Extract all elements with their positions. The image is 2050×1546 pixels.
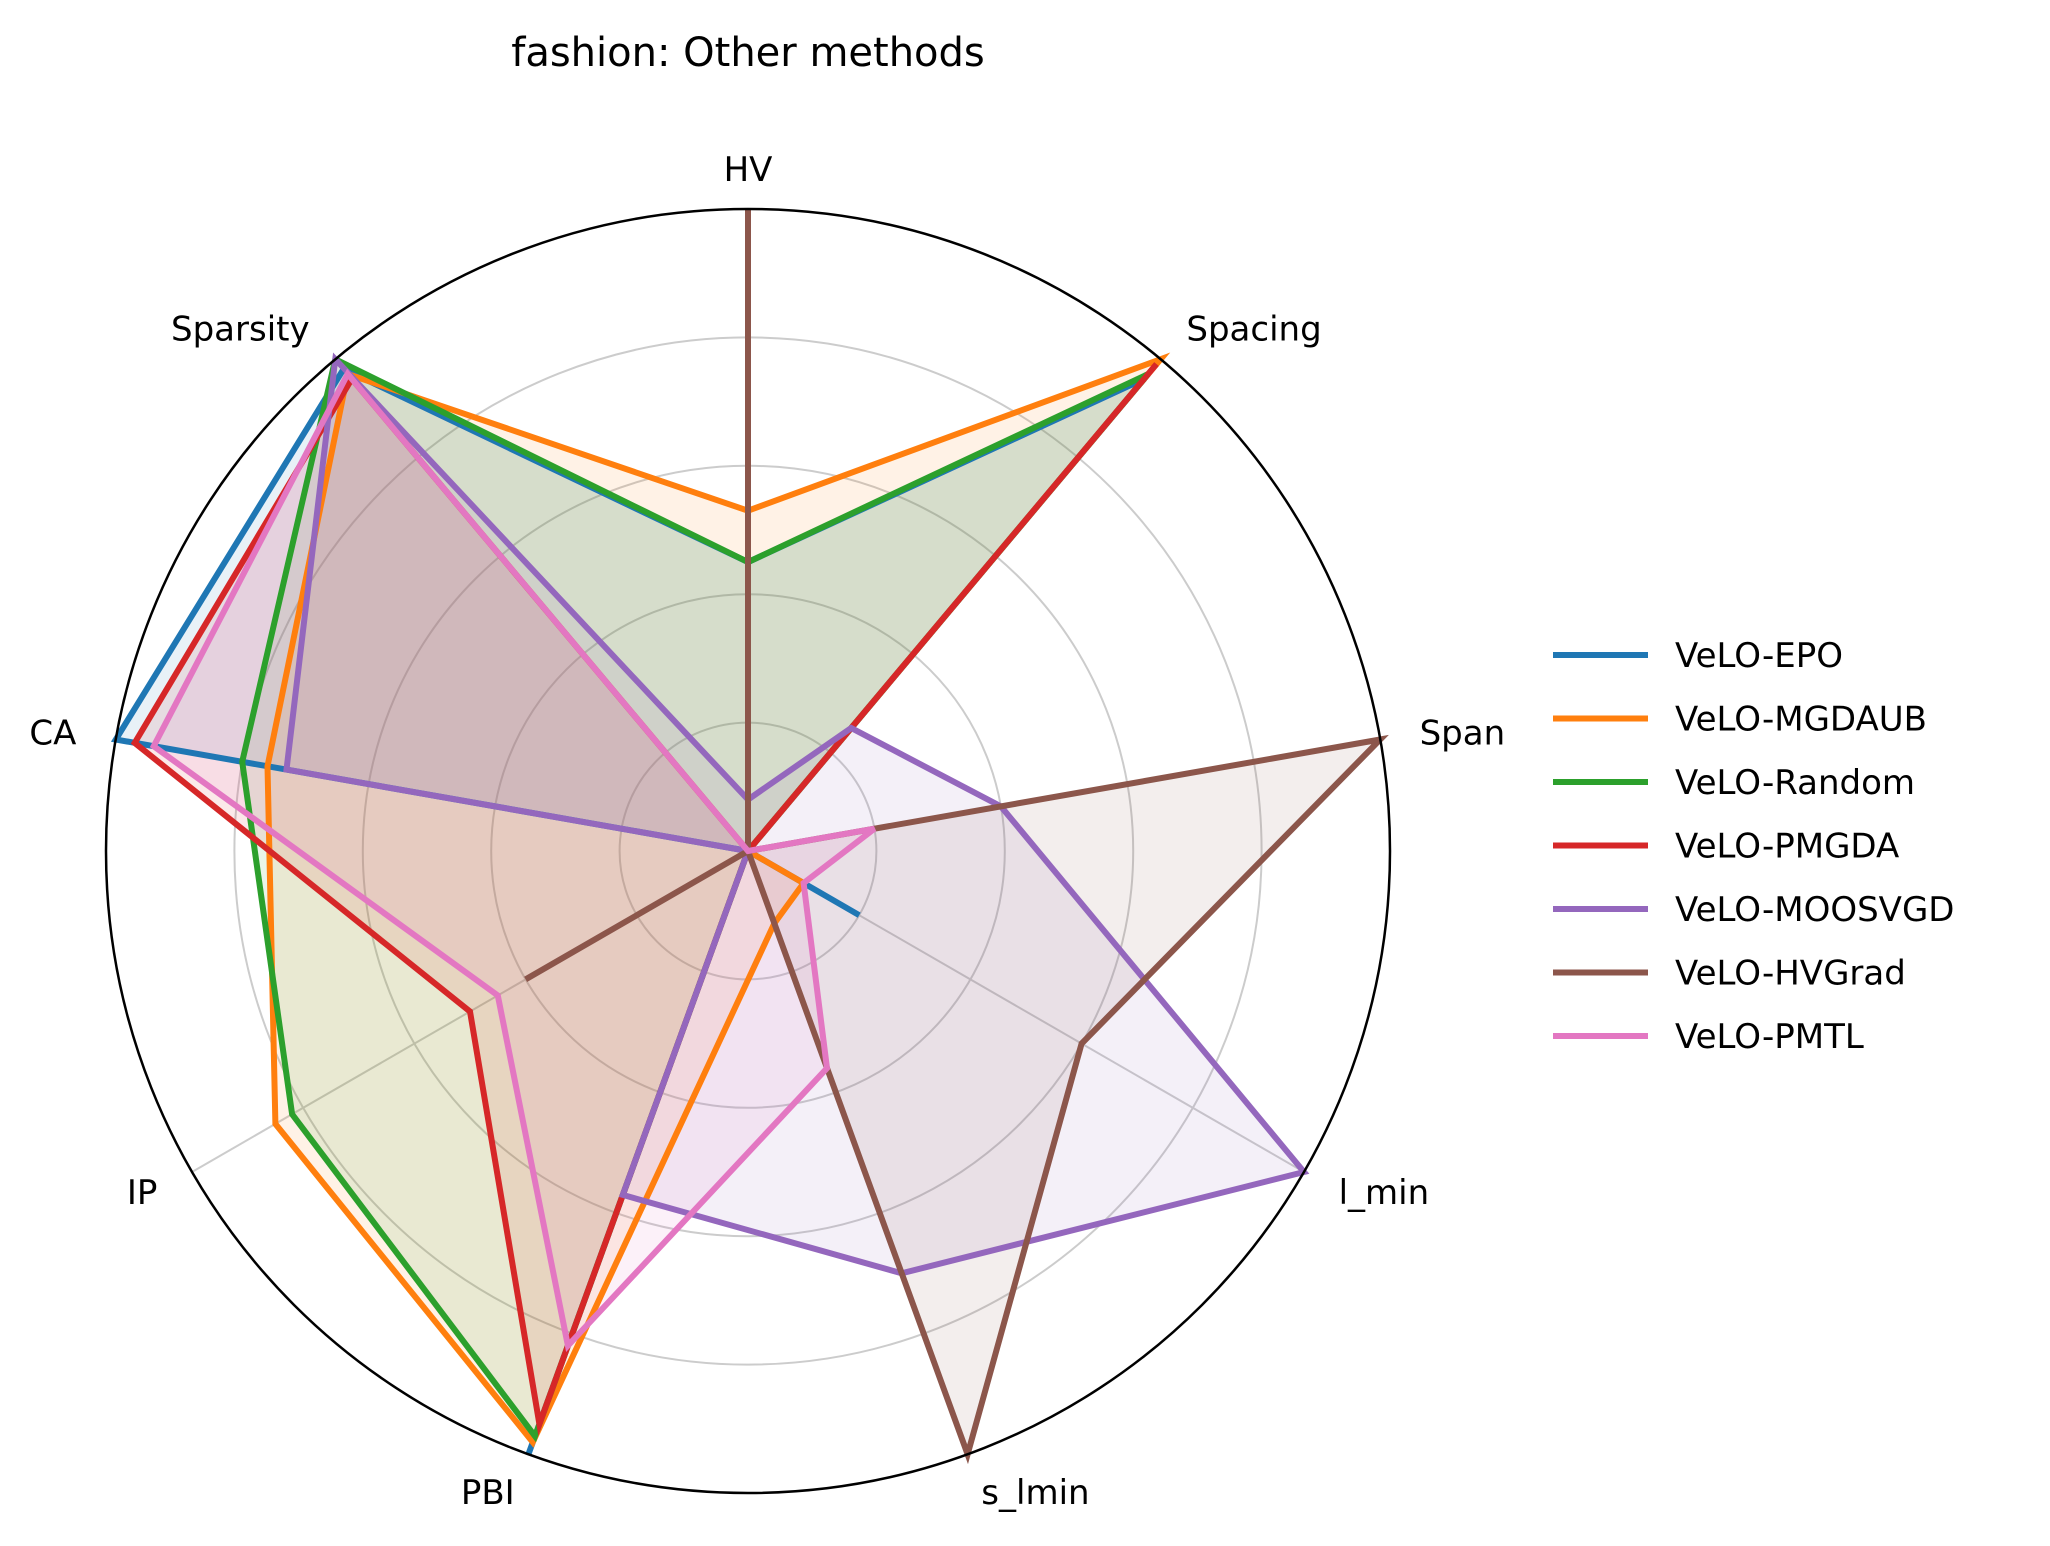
series-fill-velo-epo — [115, 369, 1145, 1455]
axis-labels: HV Spacing Span l_min s_lmin PBI IP CA Sparsity — [29, 150, 1505, 1513]
series-lines — [110, 209, 1389, 1465]
axis-label-s-lmin: s_lmin — [981, 1473, 1089, 1513]
axis-label-spacing: Spacing — [1186, 310, 1321, 350]
legend: VeLO-EPO VeLO-MGDAUB VeLO-Random VeLO-PMGDA… — [1553, 636, 1954, 1057]
legend-label-velo-pmgda: VeLO-PMGDA — [1675, 827, 1899, 867]
legend-label-velo-hvgrad: VeLO-HVGrad — [1675, 954, 1906, 994]
series-fill-velo-random — [242, 359, 1149, 1437]
axis-label-pbi: PBI — [461, 1473, 515, 1513]
axis-label-ca: CA — [29, 714, 76, 754]
series-line-velo-pmtl — [149, 368, 877, 1353]
chart-title: fashion: Other methods — [511, 30, 985, 76]
axis-label-hv: HV — [724, 150, 773, 190]
legend-label-velo-random: VeLO-Random — [1675, 763, 1915, 803]
axis-label-span: Span — [1420, 714, 1506, 754]
legend-label-velo-moosvgd: VeLO-MOOSVGD — [1675, 890, 1954, 930]
legend-label-velo-epo: VeLO-EPO — [1675, 636, 1843, 676]
axis-label-sparsity: Sparsity — [171, 310, 310, 350]
series-fill-velo-mgdaub — [267, 359, 1161, 1443]
axis-label-l-min: l_min — [1339, 1173, 1430, 1213]
series-fill-velo-pmgda — [134, 364, 1157, 1425]
series-fills — [115, 209, 1381, 1455]
series-line-velo-moosvgd — [283, 352, 1310, 1277]
legend-label-velo-mgdaub: VeLO-MGDAUB — [1675, 700, 1927, 740]
legend-label-velo-pmtl: VeLO-PMTL — [1675, 1017, 1864, 1057]
axis-label-ip: IP — [127, 1173, 158, 1213]
series-fill-velo-moosvgd — [286, 359, 1304, 1274]
series-fill-velo-hvgrad — [525, 209, 1381, 1455]
series-fill-velo-pmtl — [153, 374, 875, 1346]
outer-frame — [104, 207, 1392, 1495]
